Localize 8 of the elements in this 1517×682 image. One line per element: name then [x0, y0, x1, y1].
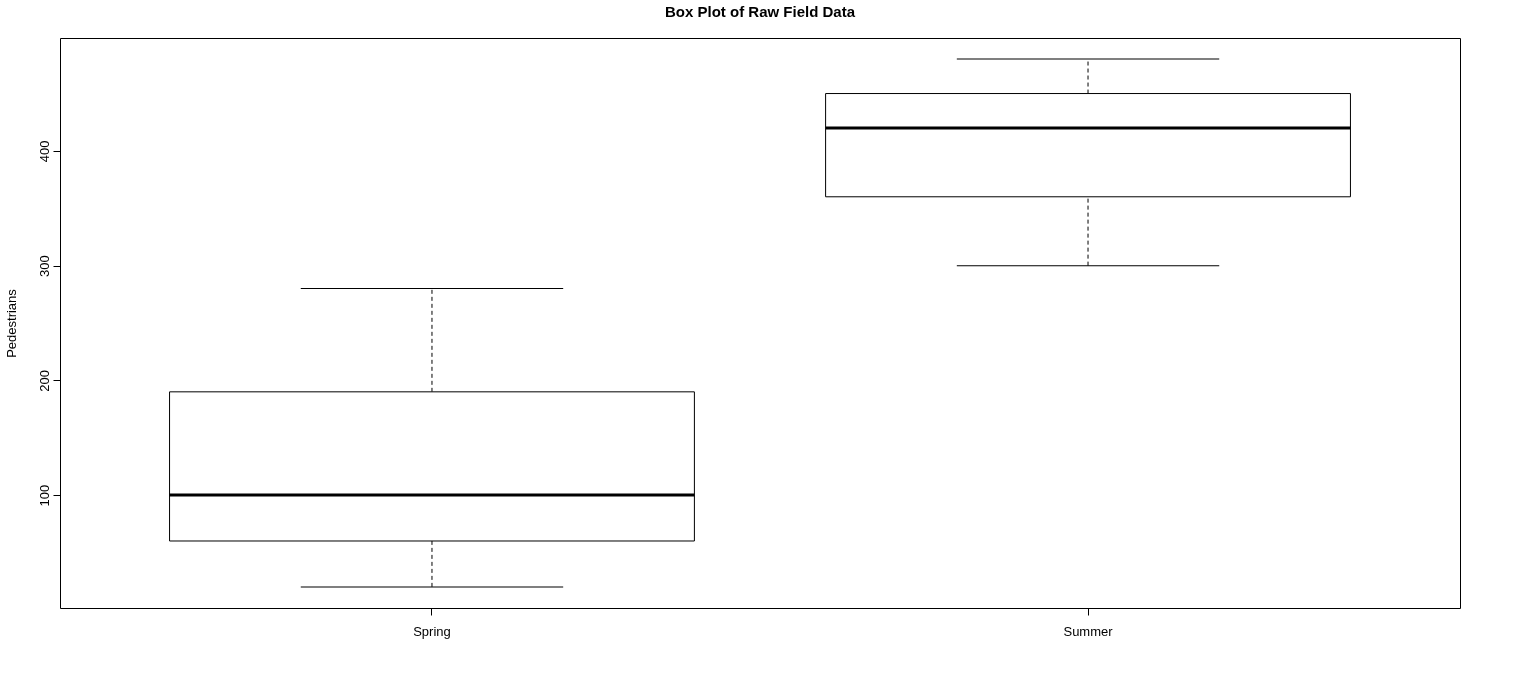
- y-tick-label: 300: [36, 255, 52, 277]
- y-tick-label: 400: [36, 140, 52, 163]
- y-axis-title: Pedestrians: [3, 288, 19, 358]
- x-tick-label: Summer: [1063, 623, 1114, 639]
- y-tick-label: 200: [36, 370, 52, 392]
- chart-title: Box Plot of Raw Field Data: [664, 3, 856, 20]
- x-tick-label: Spring: [413, 623, 451, 639]
- y-tick-label: 100: [36, 484, 52, 507]
